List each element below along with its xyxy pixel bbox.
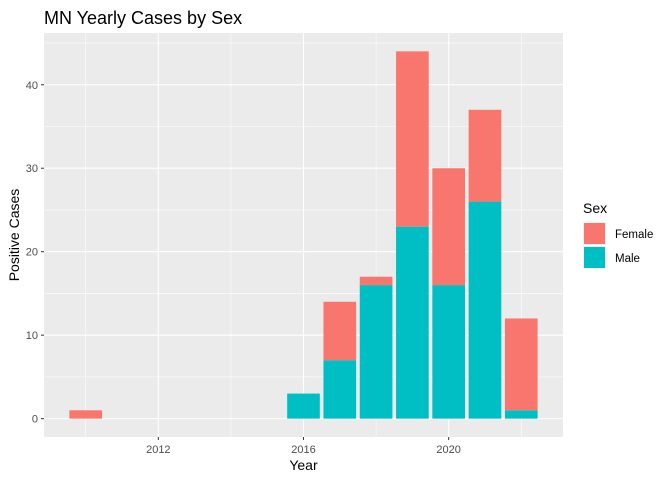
- bar-female-2021: [468, 109, 502, 202]
- legend-swatch-male: [584, 247, 605, 268]
- bar-male-2020: [432, 285, 466, 419]
- y-tick-label: 0: [32, 414, 38, 426]
- bar-female-2010: [69, 410, 103, 419]
- bar-male-2022: [504, 410, 538, 419]
- bar-female-2017: [323, 301, 357, 361]
- y-axis-title: Positive Cases: [6, 189, 22, 282]
- legend: Sex Female Male: [583, 200, 653, 269]
- bar-male-2021: [468, 201, 502, 419]
- x-axis-title: Year: [289, 457, 318, 473]
- bar-female-2018: [359, 276, 393, 286]
- y-tick-label: 10: [26, 330, 38, 342]
- x-axis: 2012 2016 2020: [146, 437, 461, 456]
- y-axis: 0 10 20 30 40: [26, 80, 44, 426]
- y-tick-label: 20: [26, 247, 38, 259]
- chart-title: MN Yearly Cases by Sex: [44, 8, 242, 28]
- bar-male-2018: [359, 285, 393, 419]
- bars: [69, 51, 538, 419]
- x-tick-label: 2012: [146, 444, 170, 456]
- bar-female-2019: [396, 51, 429, 227]
- legend-title: Sex: [583, 200, 607, 216]
- bar-male-2019: [396, 226, 429, 419]
- y-tick-label: 40: [26, 80, 38, 92]
- x-tick-label: 2016: [291, 444, 315, 456]
- legend-label-male: Male: [615, 253, 640, 265]
- legend-label-female: Female: [615, 229, 653, 241]
- bar-male-2017: [323, 360, 357, 419]
- bar-female-2022: [504, 318, 538, 411]
- x-tick-label: 2020: [436, 444, 460, 456]
- legend-swatch-female: [584, 223, 605, 244]
- y-tick-label: 30: [26, 163, 38, 175]
- bar-female-2020: [432, 168, 466, 286]
- bar-male-2016: [287, 393, 320, 419]
